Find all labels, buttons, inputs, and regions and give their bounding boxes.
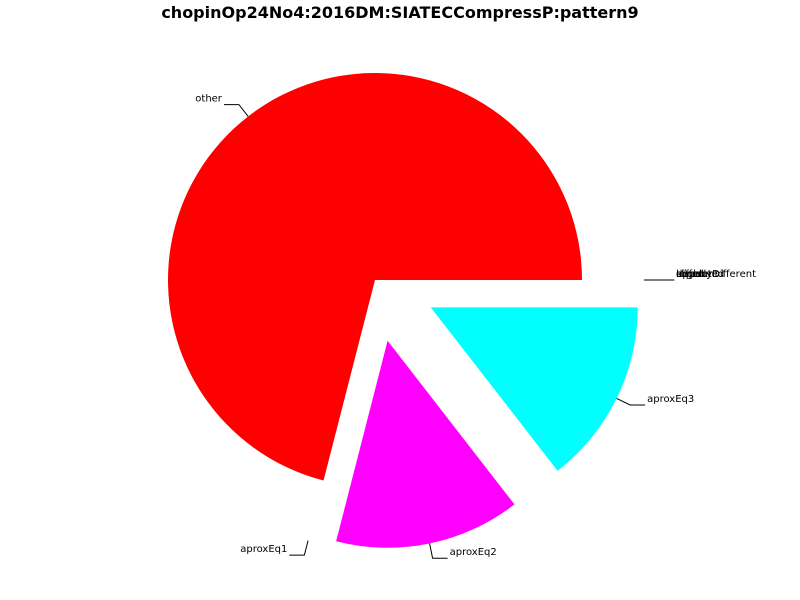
leader-line-aproxeq1 bbox=[289, 540, 309, 556]
pie-label-aproxeq1: aproxEq1 bbox=[240, 544, 287, 555]
leader-line-aproxeq2 bbox=[429, 543, 448, 559]
pie-label-equal: equal bbox=[676, 269, 704, 280]
pie-label-aproxeq3: aproxEq3 bbox=[647, 394, 694, 405]
pie-slices bbox=[168, 73, 638, 548]
leader-line-other bbox=[223, 104, 249, 117]
pie-label-lower: lower bbox=[676, 269, 704, 280]
pie-label-aproxeq2: aproxEq2 bbox=[450, 547, 497, 558]
pie-label-unrelated: unrelated bbox=[676, 269, 724, 280]
chart-title: chopinOp24No4:2016DM:SIATECCompressP:pat… bbox=[161, 3, 638, 22]
pie-slice-aproxeq3 bbox=[430, 307, 638, 471]
pie-label-upper: upper bbox=[676, 269, 706, 280]
pie-label-other: other bbox=[195, 94, 223, 105]
pie-label-different: different bbox=[676, 269, 719, 280]
pie-label-slightlydifferent: slightlyDifferent bbox=[676, 269, 756, 280]
pie-slice-other bbox=[168, 73, 582, 481]
leader-line-aproxeq3 bbox=[616, 397, 646, 406]
pie-slice-aproxeq2 bbox=[336, 340, 515, 548]
pie-labels: other aproxEq1 aproxEq2 aproxEq3 equalslight… bbox=[195, 94, 756, 559]
